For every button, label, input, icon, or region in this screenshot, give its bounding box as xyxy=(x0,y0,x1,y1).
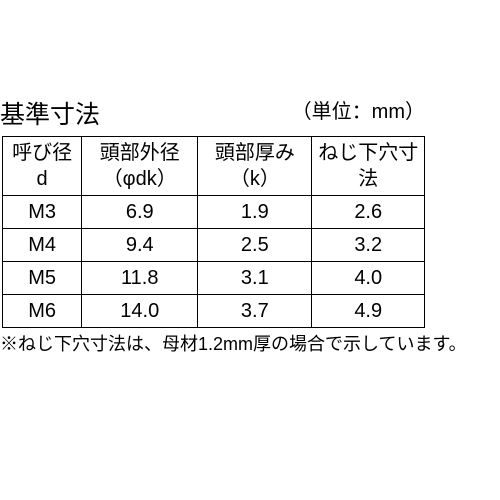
col2-line1: 頭部外径 xyxy=(100,140,180,166)
cell-k: 3.7 xyxy=(198,295,312,328)
col-header-d: 呼び径 d xyxy=(3,137,82,196)
col3-line2: （k） xyxy=(230,166,280,192)
cell-k: 2.5 xyxy=(198,229,312,262)
cell-hole: 2.6 xyxy=(312,196,425,229)
col1-line1: 呼び径 xyxy=(12,140,72,166)
footnote: ※ねじ下穴寸法は、母材1.2mm厚の場合で示しています。 xyxy=(0,330,500,356)
cell-dk: 11.8 xyxy=(82,262,198,295)
table-header-row: 呼び径 d 頭部外径 （φdk） 頭部厚み （k） xyxy=(3,137,425,196)
col-header-hole: ねじ下穴寸法 xyxy=(312,137,425,196)
table-row: M5 11.8 3.1 4.0 xyxy=(3,262,425,295)
cell-hole: 4.0 xyxy=(312,262,425,295)
col4-line1: ねじ下穴寸法 xyxy=(314,140,422,192)
table-row: M6 14.0 3.7 4.9 xyxy=(3,295,425,328)
cell-d: M3 xyxy=(3,196,82,229)
cell-dk: 9.4 xyxy=(82,229,198,262)
dimension-table: 呼び径 d 頭部外径 （φdk） 頭部厚み （k） xyxy=(2,136,425,328)
col-header-dk: 頭部外径 （φdk） xyxy=(82,137,198,196)
title: 基準寸法 xyxy=(0,95,100,131)
cell-dk: 14.0 xyxy=(82,295,198,328)
table-row: M3 6.9 1.9 2.6 xyxy=(3,196,425,229)
cell-d: M5 xyxy=(3,262,82,295)
cell-d: M4 xyxy=(3,229,82,262)
cell-d: M6 xyxy=(3,295,82,328)
cell-k: 3.1 xyxy=(198,262,312,295)
col1-line2: d xyxy=(37,166,48,192)
col-header-k: 頭部厚み （k） xyxy=(198,137,312,196)
cell-hole: 3.2 xyxy=(312,229,425,262)
header-row: 基準寸法 （単位：mm） xyxy=(0,95,430,131)
cell-hole: 4.9 xyxy=(312,295,425,328)
col3-line1: 頭部厚み xyxy=(215,140,295,166)
table-row: M4 9.4 2.5 3.2 xyxy=(3,229,425,262)
col2-line2: （φdk） xyxy=(103,166,177,192)
cell-dk: 6.9 xyxy=(82,196,198,229)
container: 基準寸法 （単位：mm） 呼び径 d 頭部外径 （φdk） xyxy=(0,0,500,356)
cell-k: 1.9 xyxy=(198,196,312,229)
unit-label: （単位：mm） xyxy=(292,95,430,131)
